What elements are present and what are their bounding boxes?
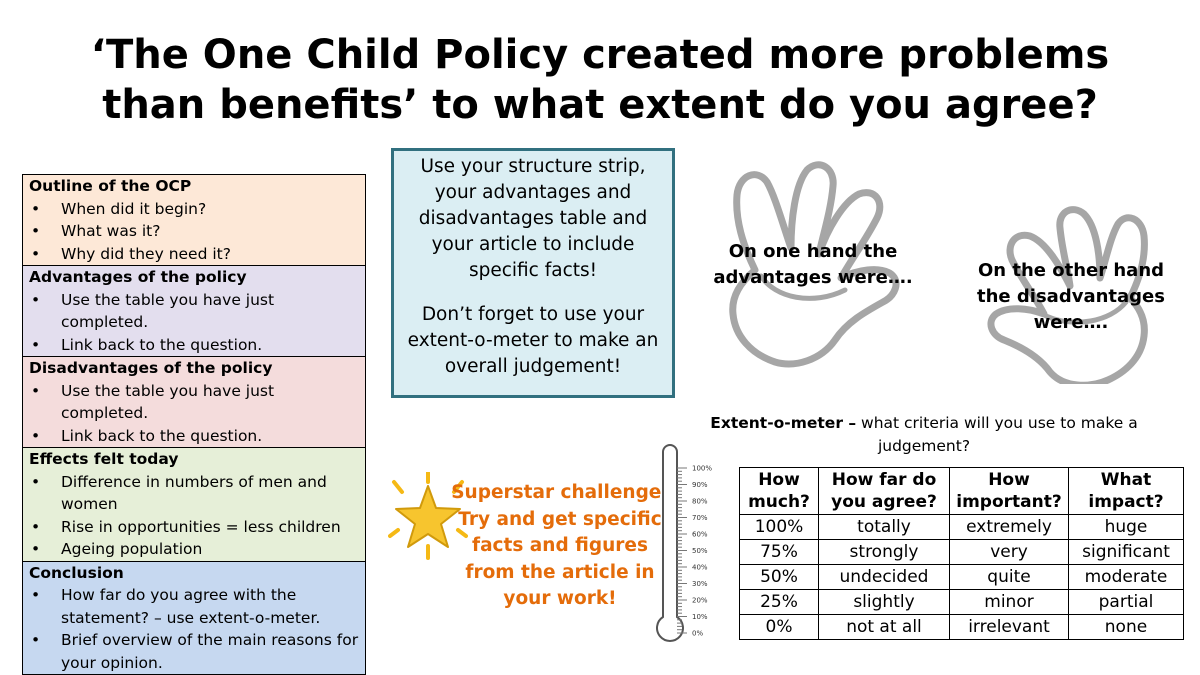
- section-heading: Effects felt today: [29, 450, 179, 468]
- table-cell: 75%: [739, 539, 819, 565]
- thermometer-tick-label: 40%: [692, 564, 708, 572]
- thermometer-icon: 100% 90% 80% 70% 60% 50% 40% 30% 20% 10% 0%: [656, 444, 712, 642]
- column-header: How important?: [949, 467, 1069, 515]
- right-hand-icon: [987, 206, 1148, 384]
- table-cell: minor: [949, 589, 1069, 615]
- instruction-text: Use your structure strip, your advantage…: [418, 156, 648, 281]
- thermometer-tick-label: 50%: [692, 547, 708, 555]
- table-cell: 50%: [739, 564, 819, 590]
- superstar-challenge: Superstar challenge: Try and get specifi…: [451, 482, 669, 609]
- table-cell: extremely: [949, 514, 1069, 540]
- bullet-item: Rise in opportunities = less children: [29, 516, 359, 539]
- thermometer-tick-label: 0%: [692, 630, 703, 638]
- right-hand-label: On the other hand the disadvantages were…: [977, 260, 1165, 333]
- section-heading: Advantages of the policy: [29, 268, 247, 286]
- instruction-reminder: Don’t forget to use your extent-o-meter …: [407, 304, 659, 377]
- column-header: What impact?: [1068, 467, 1184, 515]
- thermometer-tick-label: 90%: [692, 481, 708, 489]
- bullet-item: What was it?: [29, 220, 359, 243]
- thermometer-tick-label: 80%: [692, 498, 708, 506]
- table-row: 25% slightly minor partial: [739, 589, 1184, 615]
- title-line-2: than benefits’ to what extent do you agr…: [102, 82, 1098, 128]
- thermometer-tick-label: 60%: [692, 531, 708, 539]
- star-icon: [388, 472, 468, 560]
- structure-strip: Outline of the OCP When did it begin? Wh…: [22, 174, 366, 675]
- table-row: 0% not at all irrelevant none: [739, 614, 1184, 640]
- table-row: 100% totally extremely huge: [739, 514, 1184, 540]
- table-cell: quite: [949, 564, 1069, 590]
- table-cell: 100%: [739, 514, 819, 540]
- table-cell: moderate: [1068, 564, 1184, 590]
- table-header-row: How much? How far do you agree? How impo…: [739, 467, 1184, 515]
- table-row: 50% undecided quite moderate: [739, 564, 1184, 590]
- extent-table: How much? How far do you agree? How impo…: [739, 467, 1184, 640]
- table-cell: none: [1068, 614, 1184, 640]
- table-cell: slightly: [818, 589, 950, 615]
- title-line-1: ‘The One Child Policy created more probl…: [90, 32, 1110, 78]
- page-title: ‘The One Child Policy created more probl…: [0, 30, 1200, 130]
- bullet-item: Difference in numbers of men and women: [29, 471, 359, 516]
- table-cell: significant: [1068, 539, 1184, 565]
- table-cell: 0%: [739, 614, 819, 640]
- table-cell: huge: [1068, 514, 1184, 540]
- thermometer-tick-label: 10%: [692, 613, 708, 621]
- thermometer-tick-label: 20%: [692, 597, 708, 605]
- table-cell: 25%: [739, 589, 819, 615]
- section-heading: Disadvantages of the policy: [29, 359, 273, 377]
- table-cell: totally: [818, 514, 950, 540]
- bullet-item: Link back to the question.: [29, 334, 359, 357]
- bullet-item: Brief overview of the main reasons for y…: [29, 629, 359, 674]
- table-row: 75% strongly very significant: [739, 539, 1184, 565]
- thermometer-tick-label: 100%: [692, 465, 712, 473]
- section-heading: Conclusion: [29, 563, 124, 582]
- bullet-item: Use the table you have just completed.: [29, 289, 359, 334]
- section-outline: Outline of the OCP When did it begin? Wh…: [23, 175, 365, 266]
- table-cell: strongly: [818, 539, 950, 565]
- table-cell: partial: [1068, 589, 1184, 615]
- thermometer-tick-label: 70%: [692, 514, 708, 522]
- instruction-box: Use your structure strip, your advantage…: [391, 148, 675, 398]
- left-hand-label: On one hand the advantages were….: [713, 241, 913, 288]
- bullet-item: Use the table you have just completed.: [29, 380, 359, 425]
- bullet-item: How far do you agree with the statement?…: [29, 584, 359, 629]
- extent-o-meter-label: Extent-o-meter – what criteria will you …: [694, 412, 1154, 458]
- section-heading: Outline of the OCP: [29, 177, 192, 195]
- bullet-item: Ageing population: [29, 538, 359, 561]
- bullet-item: When did it begin?: [29, 198, 359, 221]
- bullet-item: Link back to the question.: [29, 425, 359, 448]
- section-effects: Effects felt today Difference in numbers…: [23, 448, 365, 562]
- column-header: How far do you agree?: [818, 467, 950, 515]
- thermometer-tick-label: 30%: [692, 580, 708, 588]
- section-disadvantages: Disadvantages of the policy Use the tabl…: [23, 357, 365, 448]
- bullet-item: Why did they need it?: [29, 243, 359, 266]
- table-cell: irrelevant: [949, 614, 1069, 640]
- section-conclusion: Conclusion How far do you agree with the…: [23, 561, 365, 674]
- extent-o-meter-question: what criteria will you use to make a jud…: [856, 414, 1138, 455]
- table-cell: very: [949, 539, 1069, 565]
- column-header: How much?: [739, 467, 819, 515]
- section-advantages: Advantages of the policy Use the table y…: [23, 266, 365, 357]
- table-cell: undecided: [818, 564, 950, 590]
- left-hand-icon: [729, 161, 900, 368]
- extent-o-meter-title: Extent-o-meter –: [710, 414, 857, 432]
- table-cell: not at all: [818, 614, 950, 640]
